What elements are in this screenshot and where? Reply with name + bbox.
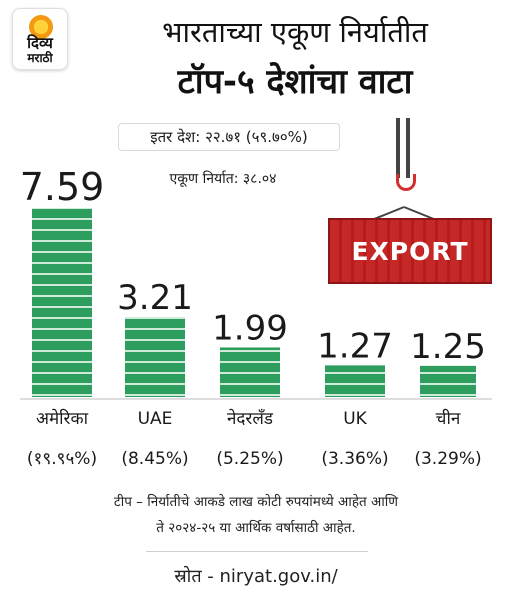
crane-hook-icon [396, 174, 416, 191]
divider [146, 551, 368, 552]
divya-marathi-logo: दिव्य मराठी [12, 8, 68, 70]
container-label: EXPORT [351, 236, 469, 266]
export-container-icon: EXPORT [328, 218, 492, 284]
category-label-4: चीन [436, 408, 461, 429]
category-label-0: अमेरिका [36, 408, 89, 429]
share-label-1: (8.45%) [121, 449, 188, 469]
share-label-3: (3.36%) [321, 449, 388, 469]
value-label-3: 1.27 [317, 326, 393, 366]
crane-cable-right [406, 118, 410, 178]
sun-icon [29, 15, 53, 39]
total-exports-label: एकूण निर्यात: ३८.०४ [169, 171, 277, 187]
source-link[interactable]: स्रोत - niryat.gov.in/ [174, 566, 338, 587]
bar-0 [32, 208, 92, 397]
others-share-box: इतर देश: २२.७१ (५९.७०%) [118, 123, 340, 151]
crane-cable-left [396, 118, 400, 178]
value-label-4: 1.25 [410, 327, 486, 367]
title-line1: भारताच्या एकूण निर्यातीत [162, 15, 428, 49]
bar-1 [125, 317, 185, 397]
footnote-line2: ते २०२४-२५ या आर्थिक वर्षासाठी आहेत. [156, 520, 356, 536]
logo-line2: मराठी [27, 51, 53, 65]
title-line2: टॉप-५ देशांचा वाटा [177, 62, 413, 102]
bar-4 [420, 365, 476, 397]
share-label-0: (१९.९५%) [27, 449, 97, 469]
value-label-2: 1.99 [212, 308, 288, 348]
share-label-2: (5.25%) [216, 449, 283, 469]
share-label-4: (3.29%) [414, 449, 481, 469]
footnote-line1: टीप – निर्यातीचे आकडे लाख कोटी रुपयांमध्… [113, 494, 399, 510]
value-label-0: 7.59 [20, 165, 105, 209]
value-label-1: 3.21 [117, 278, 193, 318]
logo-line1: दिव्य [27, 34, 53, 52]
category-label-2: नेदरलँड [227, 408, 274, 429]
bar-chart: 7.59 3.21 1.99 1.27 1.25 अमेरिका UAE नेदरलँड UK… [20, 165, 492, 469]
category-label-1: UAE [138, 409, 173, 429]
category-label-3: UK [343, 409, 367, 429]
bar-2 [220, 347, 280, 397]
bar-3 [325, 365, 385, 397]
